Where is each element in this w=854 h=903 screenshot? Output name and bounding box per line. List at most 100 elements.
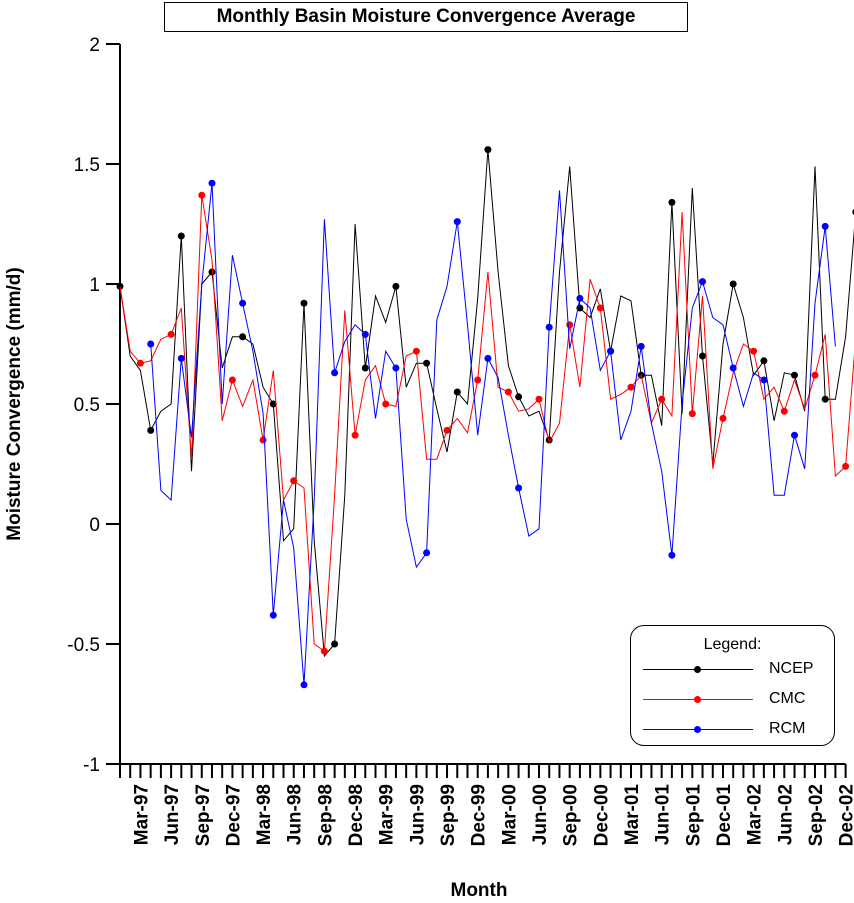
data-point-rcm [147, 340, 155, 348]
series-line-rcm [150, 183, 836, 685]
legend-title: Legend: [703, 636, 762, 653]
data-point-rcm [729, 364, 737, 372]
chart-title: Monthly Basin Moisture Convergence Avera… [164, 2, 688, 32]
y-tick-label: 0.5 [74, 395, 100, 416]
x-tick-label: Jun-99 [407, 784, 428, 845]
data-point-rcm [177, 354, 185, 362]
data-point-cmc [842, 462, 850, 470]
x-tick-label: Sep-00 [561, 784, 582, 846]
data-point-ncep [760, 357, 768, 365]
data-point-cmc [658, 395, 666, 403]
data-point-rcm [668, 551, 676, 559]
legend-label-ncep: NCEP [769, 660, 814, 677]
legend-marker-rcm [694, 726, 701, 733]
data-point-ncep [392, 282, 400, 290]
data-point-rcm [208, 179, 216, 187]
legend-marker-cmc [694, 696, 701, 703]
data-point-rcm [515, 484, 523, 492]
data-point-ncep [668, 198, 676, 206]
data-point-ncep [177, 232, 185, 240]
data-point-rcm [361, 330, 369, 338]
x-tick-label: Mar-98 [254, 784, 275, 845]
data-point-rcm [760, 376, 768, 384]
data-point-ncep [453, 388, 461, 396]
x-tick-label: Jun-01 [653, 784, 674, 846]
x-tick-label: Jun-02 [775, 784, 796, 845]
data-point-cmc [474, 376, 482, 384]
data-point-cmc [412, 347, 420, 355]
y-tick-label: 0 [89, 515, 100, 536]
data-point-rcm [269, 611, 277, 619]
legend-label-cmc: CMC [769, 690, 806, 707]
data-point-cmc [228, 376, 236, 384]
x-tick-label: Dec-02 [837, 784, 854, 846]
y-axis-label: Moisture Convergence (mm/d) [4, 267, 25, 540]
data-point-ncep [147, 426, 155, 434]
series-line-ncep [119, 149, 854, 658]
data-point-ncep [208, 268, 216, 276]
data-point-cmc [750, 347, 758, 355]
data-point-ncep [269, 400, 277, 408]
x-tick-label: Dec-00 [591, 784, 612, 846]
x-tick-label: Sep-01 [683, 784, 704, 847]
data-point-rcm [545, 323, 553, 331]
x-tick-label: Mar-99 [377, 784, 398, 845]
data-point-rcm [423, 549, 431, 557]
legend-item-ncep: NCEP [641, 660, 831, 680]
x-tick-label: Sep-99 [438, 784, 459, 846]
data-point-rcm [821, 222, 829, 230]
data-point-ncep [300, 299, 308, 307]
x-axis-label: Month [451, 880, 508, 901]
data-point-ncep [791, 371, 798, 379]
data-point-rcm [453, 218, 461, 226]
y-tick-label: 2 [89, 35, 100, 56]
x-tick-label: Mar-02 [745, 784, 766, 845]
series-layer [116, 146, 854, 689]
data-point-ncep [699, 352, 706, 360]
data-point-cmc [136, 359, 144, 367]
x-tick-label: Sep-98 [315, 784, 336, 846]
data-point-cmc [351, 431, 359, 439]
data-point-ncep [239, 333, 247, 341]
data-point-cmc [504, 388, 512, 396]
data-point-rcm [607, 347, 615, 355]
series-line-cmc [119, 195, 854, 653]
y-tick-label: -1 [83, 755, 100, 776]
data-point-ncep [423, 359, 431, 367]
x-tick-label: Mar-97 [131, 784, 152, 845]
x-tick-label: Jun-98 [285, 784, 306, 845]
data-point-cmc [780, 407, 788, 415]
x-tick-label: Dec-99 [469, 784, 490, 846]
data-point-rcm [791, 431, 798, 439]
y-tick-label: 1.5 [74, 155, 100, 176]
data-point-cmc [811, 371, 819, 379]
data-point-rcm [699, 278, 706, 286]
data-point-rcm [239, 299, 247, 307]
x-tick-label: Mar-00 [499, 784, 520, 845]
data-point-cmc [167, 330, 175, 338]
data-point-cmc [198, 191, 206, 199]
data-point-cmc [627, 383, 635, 391]
data-point-cmc [688, 410, 696, 418]
data-point-ncep [729, 280, 737, 288]
data-point-ncep [361, 364, 369, 372]
x-tick-label: Mar-01 [622, 784, 643, 846]
data-point-ncep [484, 146, 492, 154]
data-point-cmc [320, 647, 328, 655]
axes: -1 -0.5 0 0.5 1 1.5 2 Mar-97 Jun-97 Sep-97 Dec-97 M… [67, 35, 854, 846]
data-point-rcm [484, 354, 492, 362]
data-point-cmc [535, 395, 543, 403]
data-point-cmc [382, 400, 390, 408]
data-point-cmc [596, 304, 604, 312]
x-tick-label: Dec-98 [346, 784, 367, 846]
x-tick-label: Dec-97 [223, 784, 244, 846]
legend: Legend: NCEP CMC RCM [630, 625, 835, 746]
x-tick-label: Jun-97 [162, 784, 183, 845]
y-tick-label: -0.5 [67, 635, 100, 656]
data-point-ncep [331, 640, 339, 648]
data-point-cmc [719, 414, 727, 422]
legend-item-cmc: CMC [641, 690, 831, 710]
y-tick-label: 1 [89, 275, 100, 296]
axis-labels: Month Moisture Convergence (mm/d) [4, 267, 507, 901]
